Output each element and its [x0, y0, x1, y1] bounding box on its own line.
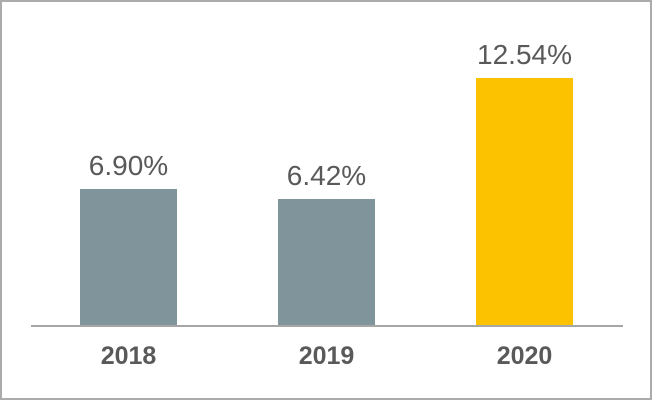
data-label-2020: 12.54%: [477, 39, 572, 71]
x-tick-label-2020: 2020: [496, 342, 553, 370]
x-axis-line: [31, 325, 623, 327]
bar-group-2020: 12.54%: [476, 39, 573, 325]
bar-group-2019: 6.42%: [278, 160, 375, 325]
bar-2018: [80, 189, 177, 325]
data-label-2018: 6.90%: [88, 150, 169, 182]
bar-group-2018: 6.90%: [80, 150, 177, 325]
data-label-2019: 6.42%: [286, 160, 367, 192]
bar-2020: [476, 78, 573, 325]
x-tick-label-2019: 2019: [298, 342, 355, 370]
bar-2019: [278, 199, 375, 325]
x-tick-label-2018: 2018: [100, 342, 157, 370]
